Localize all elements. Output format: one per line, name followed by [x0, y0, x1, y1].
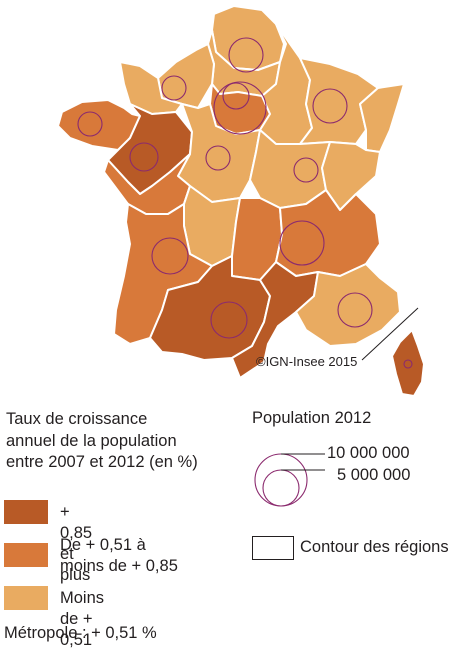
copyright-label: ©IGN-Insee 2015: [256, 354, 358, 369]
legend-label-medium-line-1: De + 0,51 à: [60, 536, 146, 554]
circle-bourgogne: [293, 157, 319, 183]
legend-label-low: Moins de + 0,51: [60, 589, 105, 649]
legend-label-high: + 0,85 et plus: [60, 503, 93, 584]
circle-aquitaine: [151, 237, 189, 275]
legend-swatch-high: [4, 500, 48, 524]
circle-haute-normandie: [161, 75, 187, 101]
circle-corse: [403, 359, 413, 369]
population-legend-circle-large: [254, 453, 308, 507]
region-languedoc-roussillon[interactable]: [231, 261, 319, 379]
legend-swatch-medium: [4, 543, 48, 567]
corsica-separator: [361, 307, 419, 361]
region-franche-comte[interactable]: [321, 141, 381, 211]
legend-title-line-1: Taux de croissance: [6, 410, 148, 428]
circle-ile-de-france: [213, 81, 267, 135]
population-circles: [77, 37, 413, 369]
legend-swatch-low: [4, 586, 48, 610]
population-legend-label-large: 10 000 000: [327, 444, 410, 462]
legend-label-medium-line-2: moins de + 0,85: [60, 557, 178, 575]
contour-legend-swatch: [252, 536, 294, 560]
metropole-note: Métropole : + 0,51 %: [4, 624, 157, 642]
population-legend-circles: [254, 453, 325, 507]
legend-title-line-3: entre 2007 et 2012 (en %): [6, 453, 198, 471]
circle-centre: [205, 145, 231, 171]
legend-label-medium: De + 0,51 à moins de + 0,85: [60, 535, 178, 577]
region-paca[interactable]: [295, 263, 401, 347]
region-corse[interactable]: [391, 329, 425, 397]
population-legend-label-small: 5 000 000: [337, 466, 411, 484]
france-regions-map: [57, 5, 425, 397]
population-legend-title: Population 2012: [252, 409, 372, 427]
circle-picardie: [222, 82, 250, 110]
circle-midi-pyrenees: [210, 301, 248, 339]
circle-paca: [337, 292, 373, 328]
contour-legend-label: Contour des régions: [300, 538, 449, 556]
circle-champagne-ardenne: [312, 88, 348, 124]
circle-rhone-alpes: [279, 220, 325, 266]
circle-nord-pas-de-calais: [228, 37, 264, 73]
population-legend-circle-small: [262, 469, 300, 507]
circle-basse-normandie: [77, 111, 103, 137]
legend-title-line-2: annuel de la population: [6, 431, 177, 450]
region-basse-normandie[interactable]: [119, 61, 183, 115]
legend-title: Taux de croissance annuel de la populati…: [6, 409, 198, 474]
circle-bretagne: [129, 142, 159, 172]
